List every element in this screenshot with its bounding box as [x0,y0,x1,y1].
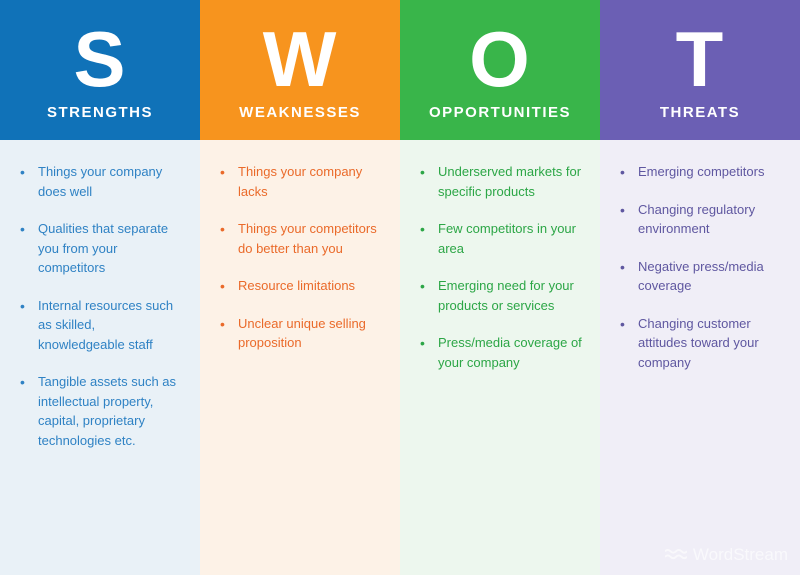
list-item: Internal resources such as skilled, know… [20,296,184,355]
list-item: Emerging need for your products or servi… [420,276,584,315]
header-opportunities: O OPPORTUNITIES [400,0,600,140]
watermark-text: WordStream [693,545,788,565]
body-weaknesses: Things your company lacks Things your co… [200,140,400,575]
list-strengths: Things your company does well Qualities … [20,162,184,450]
list-item: Unclear unique selling proposition [220,314,384,353]
letter-o: O [469,20,531,98]
body-threats: Emerging competitors Changing regulatory… [600,140,800,575]
header-threats: T THREATS [600,0,800,140]
waves-icon [665,548,687,562]
list-item: Press/media coverage of your company [420,333,584,372]
letter-t: T [676,20,725,98]
header-strengths: S STRENGTHS [0,0,200,140]
body-opportunities: Underserved markets for specific product… [400,140,600,575]
column-strengths: S STRENGTHS Things your company does wel… [0,0,200,575]
list-opportunities: Underserved markets for specific product… [420,162,584,372]
category-weaknesses: WEAKNESSES [239,104,361,121]
category-threats: THREATS [660,104,740,121]
list-item: Underserved markets for specific product… [420,162,584,201]
letter-s: S [73,20,126,98]
category-strengths: STRENGTHS [47,104,153,121]
list-item: Tangible assets such as intellectual pro… [20,372,184,450]
column-opportunities: O OPPORTUNITIES Underserved markets for … [400,0,600,575]
list-item: Changing regulatory environment [620,200,784,239]
list-weaknesses: Things your company lacks Things your co… [220,162,384,353]
list-item: Negative press/media coverage [620,257,784,296]
list-threats: Emerging competitors Changing regulatory… [620,162,784,372]
list-item: Things your company does well [20,162,184,201]
column-threats: T THREATS Emerging competitors Changing … [600,0,800,575]
column-weaknesses: W WEAKNESSES Things your company lacks T… [200,0,400,575]
watermark: WordStream [665,545,788,565]
list-item: Resource limitations [220,276,384,296]
body-strengths: Things your company does well Qualities … [0,140,200,575]
category-opportunities: OPPORTUNITIES [429,104,571,121]
list-item: Qualities that separate you from your co… [20,219,184,278]
list-item: Emerging competitors [620,162,784,182]
swot-container: S STRENGTHS Things your company does wel… [0,0,800,575]
letter-w: W [263,20,338,98]
list-item: Changing customer attitudes toward your … [620,314,784,373]
header-weaknesses: W WEAKNESSES [200,0,400,140]
list-item: Few competitors in your area [420,219,584,258]
list-item: Things your competitors do better than y… [220,219,384,258]
list-item: Things your company lacks [220,162,384,201]
